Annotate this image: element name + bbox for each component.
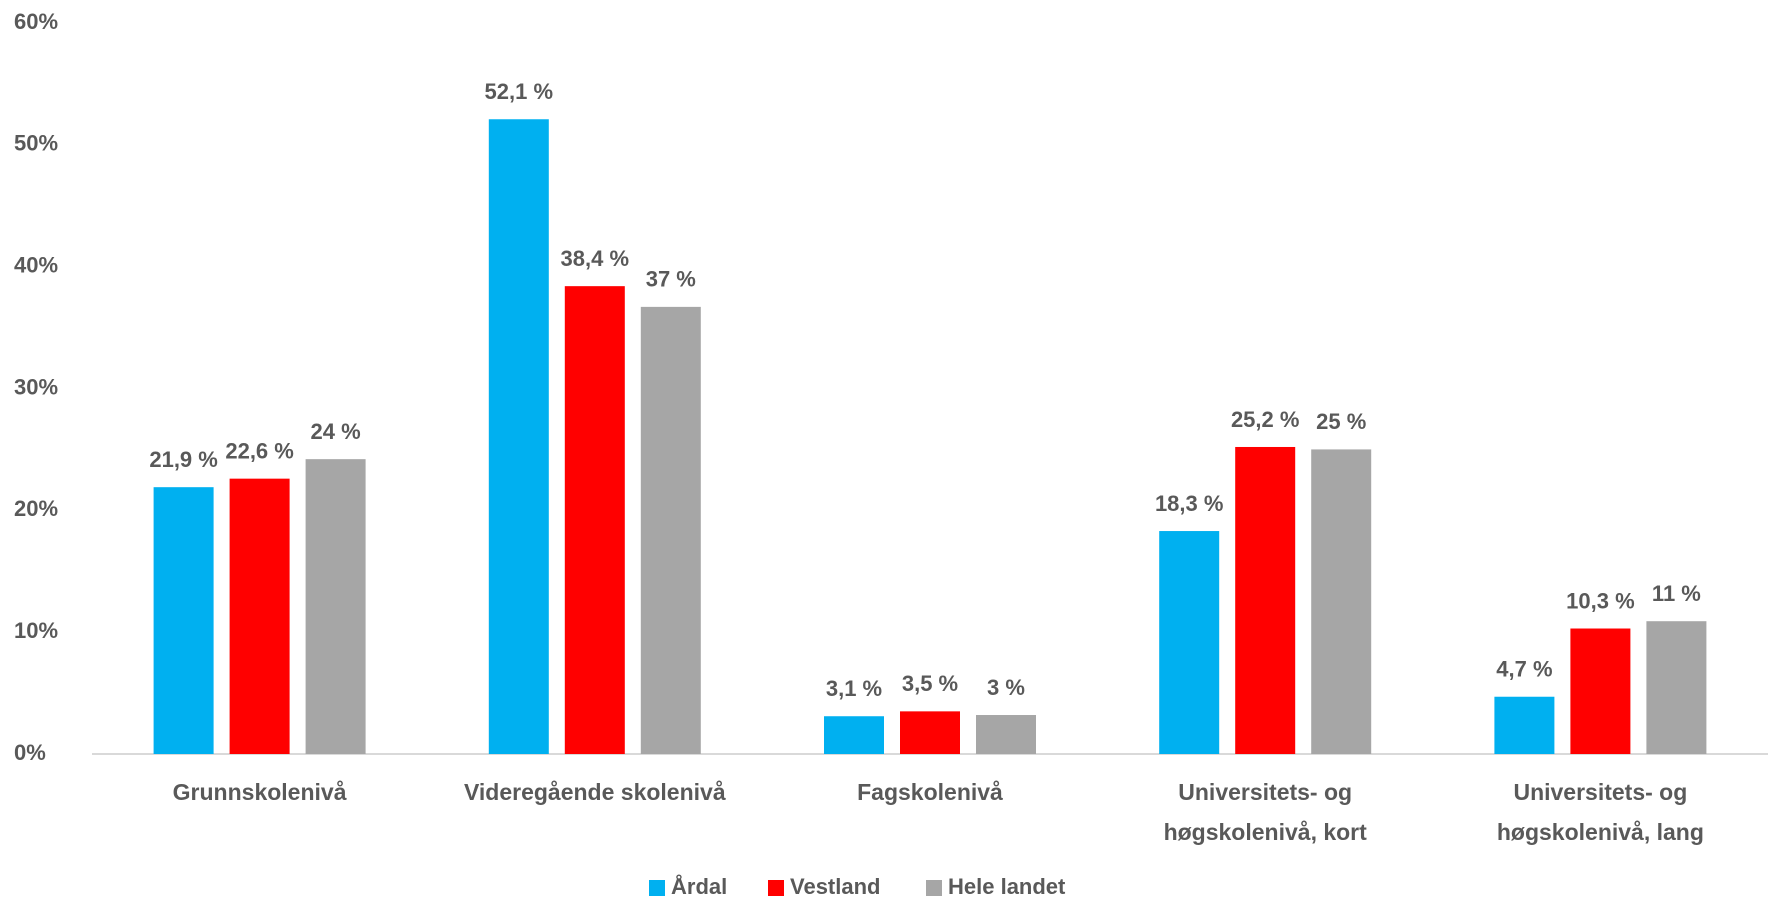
data-label: 24 %: [311, 419, 361, 444]
y-tick-label: 50%: [14, 131, 58, 156]
data-label: 25,2 %: [1231, 407, 1300, 432]
x-tick-label: Grunnskolenivå: [172, 779, 347, 805]
data-label: 52,1 %: [485, 79, 554, 104]
y-tick-label: 0%: [14, 740, 46, 765]
y-tick-label: 30%: [14, 374, 58, 399]
bar: [976, 715, 1036, 754]
bar: [564, 286, 625, 754]
data-label: 25 %: [1316, 409, 1366, 434]
x-tick-label: Universitets- og høgskolenivå, lang: [1496, 779, 1704, 845]
x-tick-label: Videregående skolenivå: [463, 779, 726, 805]
bar: [1570, 628, 1631, 754]
bar: [1235, 446, 1296, 754]
bar: [488, 119, 549, 754]
bar: [1159, 531, 1220, 754]
bar: [640, 306, 701, 754]
data-label: 18,3 %: [1155, 491, 1224, 516]
bar: [153, 487, 214, 754]
bar: [824, 716, 884, 754]
legend-label: Vestland: [790, 874, 880, 899]
legend-swatch: [926, 880, 942, 896]
y-tick-label: 20%: [14, 496, 58, 521]
legend-label: Årdal: [671, 873, 727, 899]
x-tick-label: Universitets- og høgskolenivå, kort: [1163, 779, 1367, 845]
data-label: 3 %: [987, 675, 1025, 700]
bar: [1494, 696, 1555, 754]
legend-swatch: [649, 880, 665, 896]
data-label: 37 %: [646, 267, 696, 292]
data-label: 22,6 %: [225, 438, 294, 463]
bar: [1311, 449, 1372, 754]
bar: [900, 711, 960, 754]
data-label: 11 %: [1652, 581, 1701, 606]
legend-label: Hele landet: [948, 874, 1066, 899]
data-label: 38,4 %: [561, 246, 630, 271]
bar: [1646, 621, 1707, 754]
bar: [305, 459, 366, 754]
y-tick-label: 10%: [14, 618, 58, 643]
data-label: 3,1 %: [826, 676, 882, 701]
data-label: 21,9 %: [149, 447, 218, 472]
data-label: 10,3 %: [1566, 588, 1635, 613]
legend-swatch: [768, 880, 784, 896]
y-tick-label: 40%: [14, 252, 58, 277]
data-label: 4,7 %: [1496, 657, 1552, 682]
x-tick-label: Fagskolenivå: [857, 779, 1003, 805]
bar: [229, 478, 290, 754]
data-label: 3,5 %: [902, 671, 958, 696]
y-tick-label: 60%: [14, 9, 58, 34]
